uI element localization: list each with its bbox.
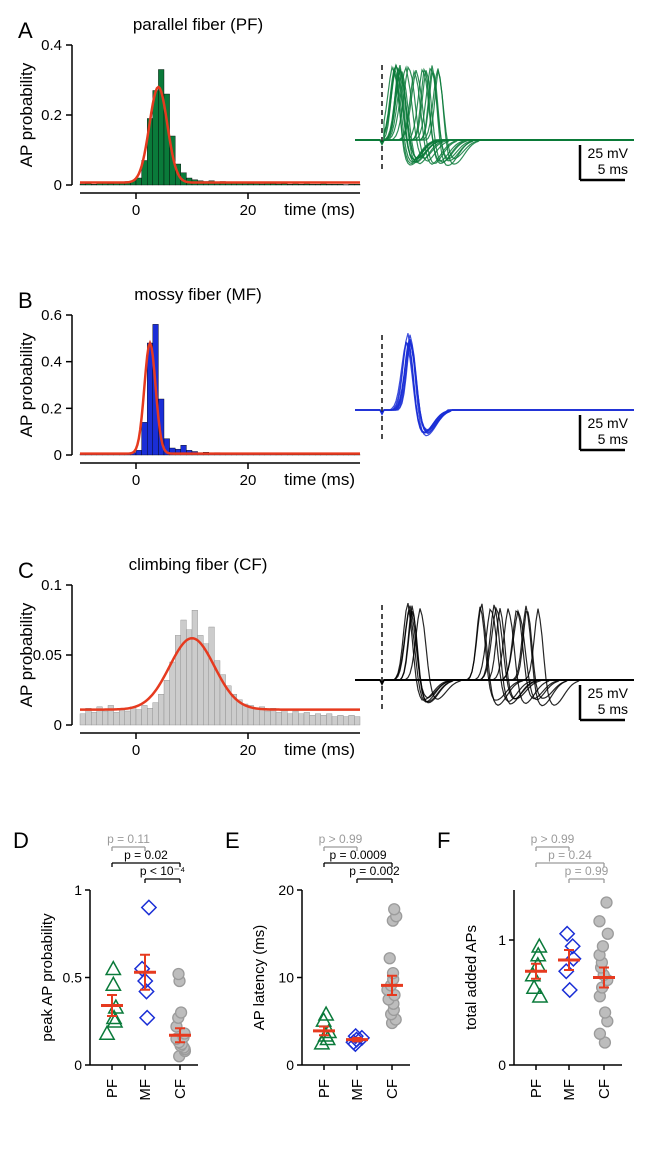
scatter-E: 0 10 20 AP latency (ms) PF MF CF p > 0.99 p = 0.…: [247, 820, 410, 1110]
svg-text:0: 0: [132, 202, 140, 219]
svg-text:MF: MF: [561, 1079, 578, 1101]
svg-text:20: 20: [278, 882, 294, 898]
trace-A: 25 mV5 ms: [350, 45, 640, 200]
svg-text:5 ms: 5 ms: [598, 431, 628, 447]
trace-B: 25 mV5 ms: [350, 315, 640, 470]
svg-text:0: 0: [498, 1057, 506, 1073]
svg-text:1: 1: [74, 882, 82, 898]
svg-text:PF: PF: [316, 1079, 333, 1098]
svg-text:0.05: 0.05: [33, 647, 62, 664]
svg-text:0.4: 0.4: [41, 37, 62, 54]
svg-text:p = 0.11: p = 0.11: [107, 832, 150, 846]
svg-text:MF: MF: [349, 1079, 366, 1101]
svg-text:PF: PF: [528, 1079, 545, 1098]
svg-text:0.6: 0.6: [41, 307, 62, 324]
svg-text:0.5: 0.5: [63, 970, 83, 986]
svg-text:1: 1: [498, 932, 506, 948]
svg-text:0.2: 0.2: [41, 400, 62, 417]
svg-text:0: 0: [132, 742, 140, 759]
svg-text:PF: PF: [104, 1079, 121, 1098]
svg-text:5 ms: 5 ms: [598, 701, 628, 717]
svg-text:p = 0.0009: p = 0.0009: [329, 848, 386, 862]
svg-text:time (ms): time (ms): [284, 740, 355, 759]
svg-text:0: 0: [74, 1057, 82, 1073]
svg-text:CF: CF: [596, 1079, 613, 1099]
trace-C: 25 mV5 ms: [350, 585, 640, 740]
svg-text:peak AP probability: peak AP probability: [39, 913, 56, 1042]
svg-text:0: 0: [54, 447, 62, 464]
svg-text:0.1: 0.1: [41, 577, 62, 594]
svg-text:p = 0.002: p = 0.002: [349, 864, 400, 878]
svg-text:0: 0: [54, 717, 62, 734]
svg-text:AP probability: AP probability: [18, 602, 36, 707]
svg-text:time (ms): time (ms): [284, 470, 355, 489]
svg-text:20: 20: [240, 202, 257, 219]
svg-text:p = 0.99: p = 0.99: [565, 864, 609, 878]
svg-text:AP latency (ms): AP latency (ms): [251, 925, 268, 1031]
svg-text:total added APs: total added APs: [463, 925, 480, 1030]
svg-text:0.2: 0.2: [41, 107, 62, 124]
svg-text:20: 20: [240, 742, 257, 759]
svg-text:0.4: 0.4: [41, 354, 62, 371]
svg-text:20: 20: [240, 472, 257, 489]
histogram-C: 0 20 0 0.05 0.1 time (ms) AP probability: [18, 555, 365, 767]
svg-text:25 mV: 25 mV: [588, 145, 629, 161]
svg-text:p > 0.99: p > 0.99: [319, 832, 363, 846]
svg-text:AP probability: AP probability: [18, 62, 36, 167]
panel-label-F: F: [437, 828, 450, 854]
svg-text:AP probability: AP probability: [18, 332, 36, 437]
svg-text:p = 0.24: p = 0.24: [548, 848, 592, 862]
svg-text:time (ms): time (ms): [284, 200, 355, 219]
svg-text:MF: MF: [137, 1079, 154, 1101]
scatter-F: 0 1 total added APs PF MF CF p > 0.99 p = 0.24 p…: [459, 820, 622, 1110]
svg-text:0: 0: [286, 1057, 294, 1073]
panel-label-E: E: [225, 828, 240, 854]
scatter-D: 0 0.5 1 peak AP probability PF MF CF p = 0.11 p …: [35, 820, 198, 1110]
svg-text:25 mV: 25 mV: [588, 415, 629, 431]
svg-text:0: 0: [54, 177, 62, 194]
svg-text:25 mV: 25 mV: [588, 685, 629, 701]
svg-text:0: 0: [132, 472, 140, 489]
histogram-B: 0 20 0 0.2 0.4 0.6 time (ms) AP probability: [18, 285, 365, 497]
panel-label-D: D: [13, 828, 29, 854]
svg-text:p < 10⁻⁴: p < 10⁻⁴: [140, 864, 185, 878]
svg-text:p > 0.99: p > 0.99: [531, 832, 575, 846]
svg-text:p = 0.02: p = 0.02: [124, 848, 168, 862]
svg-text:CF: CF: [384, 1079, 401, 1099]
svg-text:10: 10: [278, 970, 294, 986]
svg-text:CF: CF: [172, 1079, 189, 1099]
histogram-A: 0 20 0 0.2 0.4 time (ms) AP probability: [18, 15, 365, 227]
svg-text:5 ms: 5 ms: [598, 161, 628, 177]
